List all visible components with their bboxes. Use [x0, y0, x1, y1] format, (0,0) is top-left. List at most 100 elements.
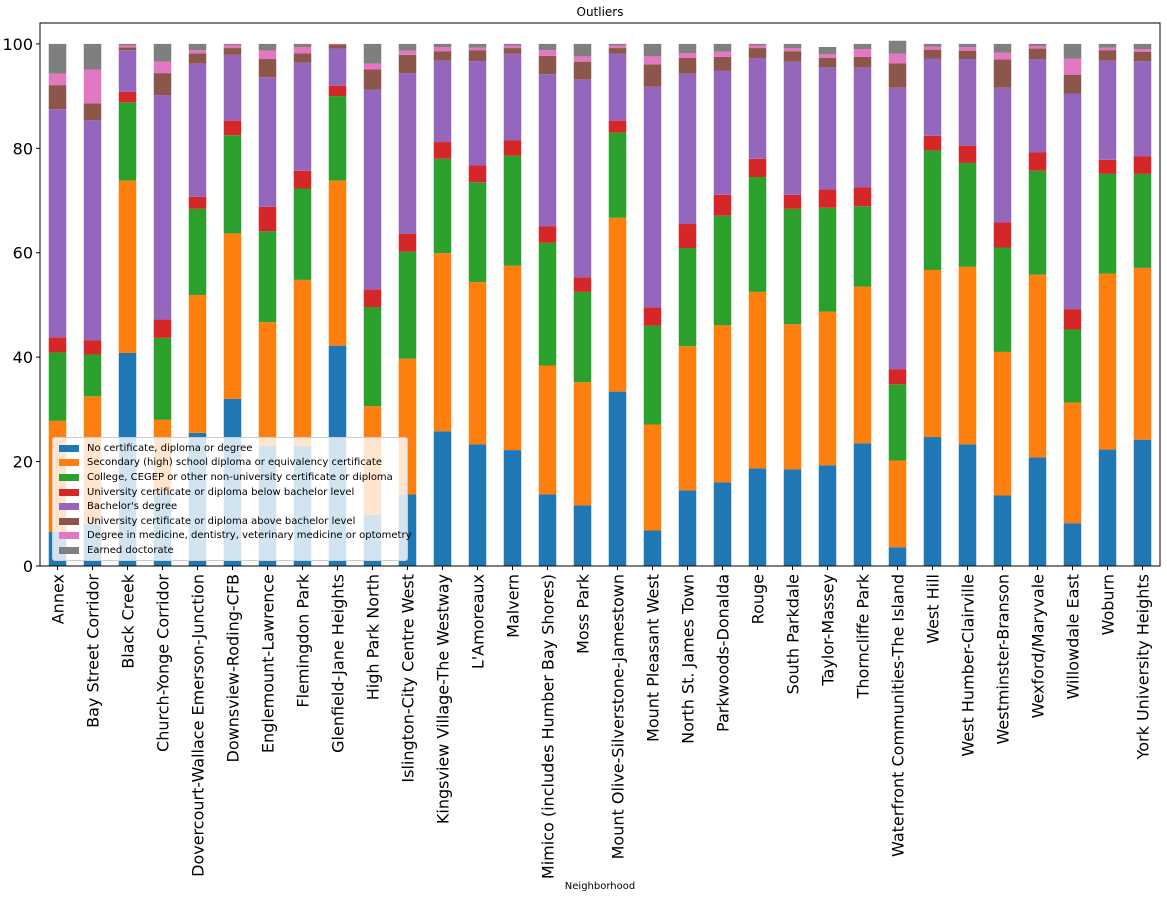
bar-segment-24-7 — [888, 40, 907, 54]
bar-segment-23-4 — [853, 67, 872, 188]
bar-segment-7-2 — [293, 188, 312, 280]
bar-segment-17-6 — [643, 56, 662, 65]
legend-swatch-6 — [59, 532, 79, 540]
bar-segment-6-5 — [258, 59, 277, 78]
x-tick-label-18: North St. James Town — [679, 574, 698, 744]
x-tick-label-16: Mount Olive-Silverstone-Jamestown — [609, 574, 628, 859]
bar-segment-0-2 — [48, 352, 67, 421]
bar-segment-26-3 — [958, 145, 977, 163]
bar-segment-14-3 — [538, 226, 557, 243]
bar-segment-21-5 — [783, 51, 802, 62]
bar-segment-20-7 — [748, 43, 767, 46]
legend-item-0: No certificate, diploma or degree — [59, 441, 401, 456]
legend-item-2: College, CEGEP or other non-university c… — [59, 470, 401, 485]
bar-segment-2-7 — [118, 43, 137, 46]
x-tick-label-0: Annex — [49, 574, 68, 624]
x-tick-label-25: West Hill — [924, 574, 943, 644]
bar-segment-21-3 — [783, 194, 802, 209]
bar-segment-26-7 — [958, 43, 977, 48]
bar-segment-25-4 — [923, 58, 942, 136]
x-tick-label-19: Parkwoods-Donalda — [714, 574, 733, 732]
bar-segment-12-1 — [468, 281, 487, 445]
bar-segment-23-1 — [853, 286, 872, 444]
bar-segment-0-6 — [48, 73, 67, 86]
bar-segment-23-5 — [853, 56, 872, 68]
bar-segment-17-0 — [643, 530, 662, 566]
bar-segment-20-6 — [748, 45, 767, 49]
bar-segment-11-5 — [433, 51, 452, 61]
x-tick-label-28: Wexford/Maryvale — [1029, 574, 1048, 718]
bar-segment-31-1 — [1133, 267, 1152, 440]
bar-segment-8-3 — [328, 85, 347, 97]
bar-segment-30-4 — [1098, 60, 1117, 160]
bar-segment-15-1 — [573, 382, 592, 506]
bar-segment-13-2 — [503, 155, 522, 266]
plot-frame — [39, 22, 1161, 567]
x-tick-label-4: Dovercourt-Wallace Emerson-Junction — [189, 574, 208, 877]
bar-segment-9-2 — [363, 307, 382, 407]
x-tick-label-21: South Parkdale — [784, 574, 803, 694]
bar-segment-26-0 — [958, 444, 977, 566]
bar-segment-6-4 — [258, 77, 277, 207]
bar-segment-7-1 — [293, 279, 312, 446]
bar-segment-8-5 — [328, 44, 347, 49]
legend-swatch-3 — [59, 488, 79, 496]
legend-item-7: Earned doctorate — [59, 543, 401, 558]
bar-segment-2-2 — [118, 102, 137, 181]
legend-label-6: Degree in medicine, dentistry, veterinar… — [87, 530, 412, 542]
bar-segment-15-6 — [573, 56, 592, 62]
bar-segment-1-3 — [83, 340, 102, 355]
bar-segment-4-6 — [188, 50, 207, 54]
bar-segment-12-7 — [468, 43, 487, 48]
bar-segment-19-0 — [713, 482, 732, 566]
bar-segment-23-6 — [853, 49, 872, 57]
bar-segment-13-7 — [503, 43, 522, 46]
bar-segment-4-7 — [188, 43, 207, 51]
bar-segment-16-6 — [608, 45, 627, 49]
x-tick-label-22: Taylor-Massey — [819, 574, 838, 687]
bar-segment-10-3 — [398, 233, 417, 252]
bar-segment-19-6 — [713, 51, 732, 57]
x-tick-label-26: West Humber-Clairville — [959, 574, 978, 757]
bar-segment-31-0 — [1133, 439, 1152, 566]
bar-segment-22-7 — [818, 47, 837, 55]
bar-segment-4-1 — [188, 295, 207, 433]
bar-segment-7-7 — [293, 43, 312, 48]
y-tick-label-5: 100 — [2, 35, 33, 54]
legend-label-5: University certificate or diploma above … — [87, 515, 356, 527]
y-tick-label-0: 0 — [23, 557, 33, 576]
legend-item-1: Secondary (high) school diploma or equiv… — [59, 456, 401, 471]
legend-item-3: University certificate or diploma below … — [59, 485, 401, 500]
bar-segment-20-4 — [748, 57, 767, 159]
bar-segment-25-6 — [923, 46, 942, 50]
bar-segment-20-5 — [748, 48, 767, 58]
bar-segment-27-6 — [993, 52, 1012, 60]
bar-segment-14-1 — [538, 365, 557, 495]
bar-segment-27-5 — [993, 59, 1012, 88]
bar-segment-6-3 — [258, 206, 277, 232]
bar-segment-15-0 — [573, 505, 592, 566]
bar-segment-13-1 — [503, 265, 522, 451]
bar-segment-18-7 — [678, 43, 697, 54]
bar-segment-30-6 — [1098, 47, 1117, 51]
bar-segment-21-7 — [783, 43, 802, 49]
bar-segment-29-3 — [1063, 309, 1082, 330]
bar-segment-7-4 — [293, 62, 312, 171]
bar-segment-18-3 — [678, 224, 697, 249]
chart-title: Outliers — [576, 5, 624, 19]
bar-segment-0-7 — [48, 43, 67, 74]
bar-segment-27-4 — [993, 87, 1012, 223]
legend: No certificate, diploma or degree Seconda… — [52, 437, 412, 561]
bar-segment-5-1 — [223, 233, 242, 399]
bar-segment-15-2 — [573, 291, 592, 383]
bar-segment-15-7 — [573, 43, 592, 57]
bar-segment-12-5 — [468, 50, 487, 62]
bar-segment-0-5 — [48, 85, 67, 110]
y-tick-label-3: 60 — [13, 244, 33, 263]
bar-segment-21-6 — [783, 48, 802, 52]
bar-segment-25-2 — [923, 150, 942, 270]
legend-label-2: College, CEGEP or other non-university c… — [87, 471, 393, 483]
bar-segment-9-5 — [363, 69, 382, 90]
bar-segment-3-7 — [153, 43, 172, 62]
bar-segment-11-6 — [433, 47, 452, 52]
